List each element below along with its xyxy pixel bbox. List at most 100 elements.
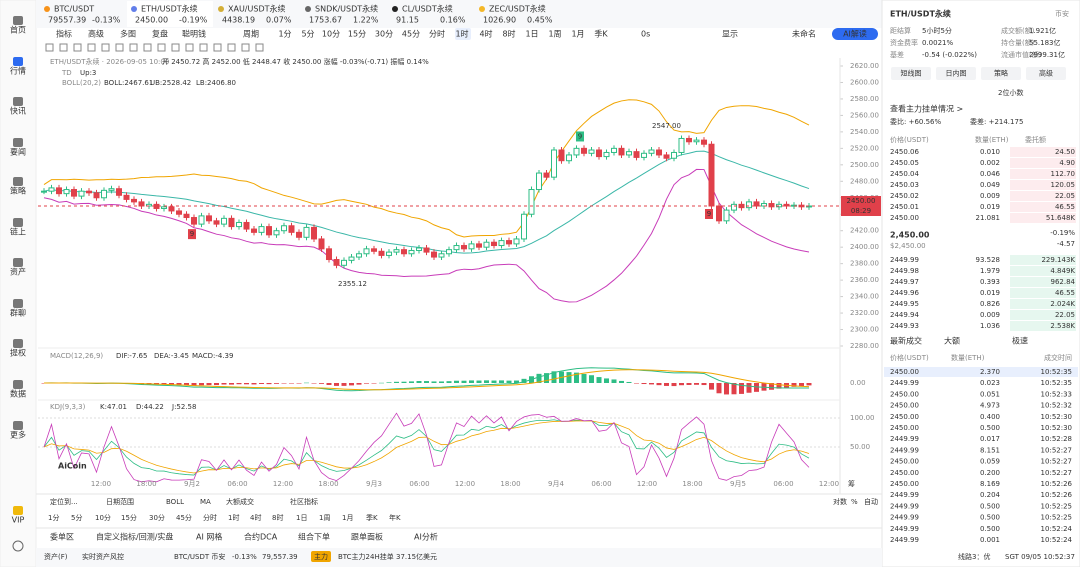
draw-tool[interactable] bbox=[115, 43, 124, 52]
interval[interactable]: 1月 bbox=[342, 514, 353, 522]
period[interactable]: 1时 bbox=[455, 29, 468, 39]
interval[interactable]: 10分 bbox=[95, 513, 111, 522]
bottom-tab[interactable]: 委单区 bbox=[50, 532, 74, 542]
nav-label[interactable]: 要闻 bbox=[10, 148, 26, 157]
period[interactable]: 季K bbox=[594, 29, 608, 39]
draw-tool[interactable] bbox=[87, 43, 96, 52]
layout[interactable]: 未命名 bbox=[792, 29, 816, 39]
ticker-name[interactable]: CL/USDT永续 bbox=[402, 4, 453, 14]
trade-tab[interactable]: 极速 bbox=[1012, 336, 1028, 346]
interval[interactable]: 1周 bbox=[319, 514, 330, 522]
bottom-tool[interactable]: BOLL bbox=[166, 498, 184, 506]
interval[interactable]: 45分 bbox=[176, 513, 192, 522]
bottom-tool[interactable]: 大额成交 bbox=[226, 497, 254, 506]
nav-label[interactable]: 链上 bbox=[10, 227, 26, 237]
interval[interactable]: 季K bbox=[366, 513, 378, 522]
draw-tool[interactable] bbox=[101, 43, 110, 52]
period[interactable]: 1月 bbox=[571, 30, 584, 39]
display[interactable]: 显示 bbox=[722, 30, 738, 39]
macd-bar bbox=[191, 383, 197, 386]
ticker-name[interactable]: ZEC/USDT永续 bbox=[489, 4, 546, 14]
tool[interactable]: 指标 bbox=[56, 29, 72, 39]
bottom-right[interactable]: 自动 bbox=[864, 497, 878, 506]
draw-tool[interactable] bbox=[59, 43, 68, 52]
period-label[interactable]: 周期 bbox=[243, 30, 259, 39]
nav-label[interactable]: 数据 bbox=[10, 389, 26, 399]
draw-tool[interactable] bbox=[241, 43, 250, 52]
period[interactable]: 15分 bbox=[348, 30, 366, 39]
nav-label[interactable]: VIP bbox=[12, 516, 25, 525]
interval[interactable]: 30分 bbox=[149, 513, 165, 522]
interval[interactable]: 4时 bbox=[250, 513, 261, 522]
interval[interactable]: 1分 bbox=[48, 513, 59, 522]
draw-tool[interactable] bbox=[199, 43, 208, 52]
interval[interactable]: 5分 bbox=[71, 513, 82, 522]
period[interactable]: 分时 bbox=[429, 29, 445, 39]
interval[interactable]: 1日 bbox=[296, 514, 307, 522]
nav-label[interactable]: 快讯 bbox=[10, 106, 26, 116]
draw-tool[interactable] bbox=[227, 43, 236, 52]
panel-button-label: 高级 bbox=[1039, 69, 1053, 78]
panel-button[interactable] bbox=[981, 67, 1021, 80]
interval[interactable]: 分时 bbox=[203, 513, 217, 522]
interval[interactable]: 1时 bbox=[228, 513, 239, 522]
speed[interactable]: 0s bbox=[641, 30, 650, 39]
tool[interactable]: 多图 bbox=[120, 29, 136, 39]
interval[interactable]: 年K bbox=[389, 513, 401, 522]
draw-tool[interactable] bbox=[185, 43, 194, 52]
panel-button[interactable] bbox=[1026, 67, 1066, 80]
tool[interactable]: 高级 bbox=[88, 29, 104, 39]
nav-label[interactable]: 更多 bbox=[10, 430, 26, 440]
bottom-tool[interactable]: 日期范围 bbox=[106, 497, 134, 506]
draw-tool[interactable] bbox=[143, 43, 152, 52]
interval[interactable]: 15分 bbox=[121, 513, 137, 522]
decimals[interactable]: 2位小数 bbox=[998, 88, 1023, 97]
draw-tool[interactable] bbox=[157, 43, 166, 52]
bottom-tool[interactable]: 社区指标 bbox=[290, 497, 318, 506]
bottom-tool[interactable]: 定位到... bbox=[50, 497, 78, 506]
bottom-right[interactable]: % bbox=[851, 498, 858, 506]
bottom-tab[interactable]: 合约DCA bbox=[244, 532, 278, 542]
ticker-name[interactable]: ETH/USDT永续 bbox=[141, 4, 198, 14]
bottom-right[interactable]: 对数 bbox=[833, 497, 847, 506]
panel-button[interactable] bbox=[891, 67, 931, 80]
bottom-tool[interactable]: MA bbox=[200, 498, 211, 506]
ai[interactable]: AI解读 bbox=[843, 29, 867, 39]
nav-label[interactable]: 行情 bbox=[10, 66, 26, 76]
ticker-name[interactable]: BTC/USDT bbox=[54, 5, 94, 14]
draw-tool[interactable] bbox=[213, 43, 222, 52]
period[interactable]: 1日 bbox=[525, 30, 538, 39]
bottom-tab[interactable]: 跟单面板 bbox=[351, 532, 383, 542]
draw-tool[interactable] bbox=[45, 43, 54, 52]
period[interactable]: 4时 bbox=[479, 29, 492, 39]
candle bbox=[378, 250, 385, 256]
draw-tool[interactable] bbox=[73, 43, 82, 52]
tool[interactable]: 复盘 bbox=[152, 29, 168, 39]
draw-tool[interactable] bbox=[255, 43, 264, 52]
period[interactable]: 30分 bbox=[375, 30, 393, 39]
trade-tab[interactable]: 大额 bbox=[944, 336, 960, 346]
nav-label[interactable]: 资产 bbox=[10, 267, 26, 277]
period[interactable]: 1周 bbox=[548, 30, 561, 39]
trade-tab[interactable]: 最新成交 bbox=[890, 336, 922, 346]
nav-label[interactable]: 群聊 bbox=[10, 308, 26, 318]
ticker-name[interactable]: XAU/USDT永续 bbox=[228, 4, 285, 14]
period[interactable]: 8时 bbox=[502, 29, 515, 39]
nav-label[interactable]: 策略 bbox=[10, 186, 26, 196]
bottom-tab[interactable]: AI分析 bbox=[414, 532, 438, 542]
bottom-tab[interactable]: AI 网格 bbox=[196, 532, 222, 542]
period[interactable]: 1分 bbox=[278, 30, 291, 39]
tool[interactable]: 聪明钱 bbox=[182, 29, 206, 39]
bottom-tab[interactable]: 组合下单 bbox=[298, 532, 330, 542]
period[interactable]: 5分 bbox=[301, 30, 314, 39]
bottom-tab[interactable]: 自定义指标/回测/实盘 bbox=[96, 532, 173, 542]
panel-button[interactable] bbox=[936, 67, 976, 80]
period[interactable]: 45分 bbox=[402, 30, 420, 39]
draw-tool[interactable] bbox=[129, 43, 138, 52]
ticker-name[interactable]: SNDK/USDT永续 bbox=[315, 4, 378, 14]
period[interactable]: 10分 bbox=[322, 30, 340, 39]
interval[interactable]: 8时 bbox=[272, 513, 283, 522]
draw-tool[interactable] bbox=[171, 43, 180, 52]
nav-label[interactable]: 首页 bbox=[10, 25, 26, 35]
nav-label[interactable]: 提权 bbox=[10, 348, 26, 358]
